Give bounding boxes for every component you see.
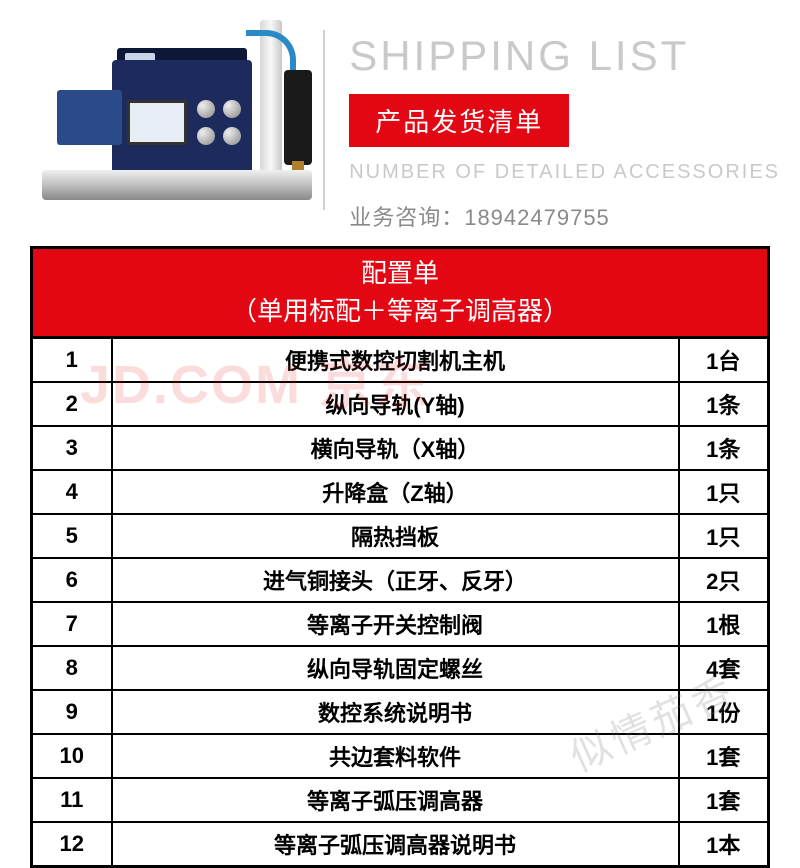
- row-item-name: 纵向导轨(Y轴): [112, 382, 679, 426]
- table-row: 4升降盒（Z轴）1只: [32, 470, 769, 514]
- table-row: 2纵向导轨(Y轴)1条: [32, 382, 769, 426]
- vertical-divider: [323, 30, 325, 210]
- row-item-name: 横向导轨（X轴）: [112, 426, 679, 470]
- row-quantity: 1条: [679, 426, 769, 470]
- row-number: 10: [32, 734, 112, 778]
- row-quantity: 1份: [679, 690, 769, 734]
- machine-illustration: [2, 20, 322, 220]
- row-item-name: 隔热挡板: [112, 514, 679, 558]
- row-number: 12: [32, 822, 112, 867]
- table-heading: 配置单 （单用标配＋等离子调高器）: [30, 246, 770, 336]
- table-row: 9数控系统说明书1份: [32, 690, 769, 734]
- row-item-name: 纵向导轨固定螺丝: [112, 646, 679, 690]
- row-number: 3: [32, 426, 112, 470]
- row-number: 6: [32, 558, 112, 602]
- row-item-name: 便携式数控切割机主机: [112, 338, 679, 383]
- config-table: 配置单 （单用标配＋等离子调高器） 1便携式数控切割机主机1台2纵向导轨(Y轴)…: [30, 246, 770, 868]
- row-item-name: 等离子开关控制阀: [112, 602, 679, 646]
- parts-table: 1便携式数控切割机主机1台2纵向导轨(Y轴)1条3横向导轨（X轴）1条4升降盒（…: [30, 336, 770, 868]
- table-row: 11等离子弧压调高器1套: [32, 778, 769, 822]
- contact-number: 18942479755: [464, 205, 610, 230]
- row-item-name: 数控系统说明书: [112, 690, 679, 734]
- row-quantity: 2只: [679, 558, 769, 602]
- contact-line: 业务咨询：18942479755: [349, 200, 780, 232]
- table-heading-line2: （单用标配＋等离子调高器）: [33, 293, 767, 331]
- row-number: 1: [32, 338, 112, 383]
- table-row: 7等离子开关控制阀1根: [32, 602, 769, 646]
- product-image: [0, 0, 323, 240]
- table-row: 6进气铜接头（正牙、反牙）2只: [32, 558, 769, 602]
- row-item-name: 等离子弧压调高器: [112, 778, 679, 822]
- table-heading-line1: 配置单: [33, 255, 767, 293]
- row-number: 7: [32, 602, 112, 646]
- row-number: 11: [32, 778, 112, 822]
- contact-label: 业务咨询：: [349, 205, 464, 230]
- title-english: SHIPPING LIST: [349, 32, 780, 80]
- row-quantity: 1台: [679, 338, 769, 383]
- table-row: 12等离子弧压调高器说明书1本: [32, 822, 769, 867]
- row-quantity: 1根: [679, 602, 769, 646]
- row-quantity: 1套: [679, 778, 769, 822]
- table-row: 10共边套料软件1套: [32, 734, 769, 778]
- row-quantity: 1只: [679, 470, 769, 514]
- table-row: 5隔热挡板1只: [32, 514, 769, 558]
- title-chinese: 产品发货清单: [349, 94, 569, 147]
- info-area: SHIPPING LIST 产品发货清单 NUMBER OF DETAILED …: [323, 0, 800, 240]
- table-row: 3横向导轨（X轴）1条: [32, 426, 769, 470]
- subtitle-english: NUMBER OF DETAILED ACCESSORIES: [349, 161, 780, 184]
- row-number: 4: [32, 470, 112, 514]
- row-quantity: 1本: [679, 822, 769, 867]
- header: SHIPPING LIST 产品发货清单 NUMBER OF DETAILED …: [0, 0, 800, 240]
- table-row: 1便携式数控切割机主机1台: [32, 338, 769, 383]
- row-item-name: 进气铜接头（正牙、反牙）: [112, 558, 679, 602]
- row-quantity: 4套: [679, 646, 769, 690]
- row-number: 2: [32, 382, 112, 426]
- row-item-name: 升降盒（Z轴）: [112, 470, 679, 514]
- table-row: 8纵向导轨固定螺丝4套: [32, 646, 769, 690]
- row-number: 8: [32, 646, 112, 690]
- row-number: 9: [32, 690, 112, 734]
- row-quantity: 1套: [679, 734, 769, 778]
- row-item-name: 共边套料软件: [112, 734, 679, 778]
- row-number: 5: [32, 514, 112, 558]
- row-item-name: 等离子弧压调高器说明书: [112, 822, 679, 867]
- row-quantity: 1只: [679, 514, 769, 558]
- row-quantity: 1条: [679, 382, 769, 426]
